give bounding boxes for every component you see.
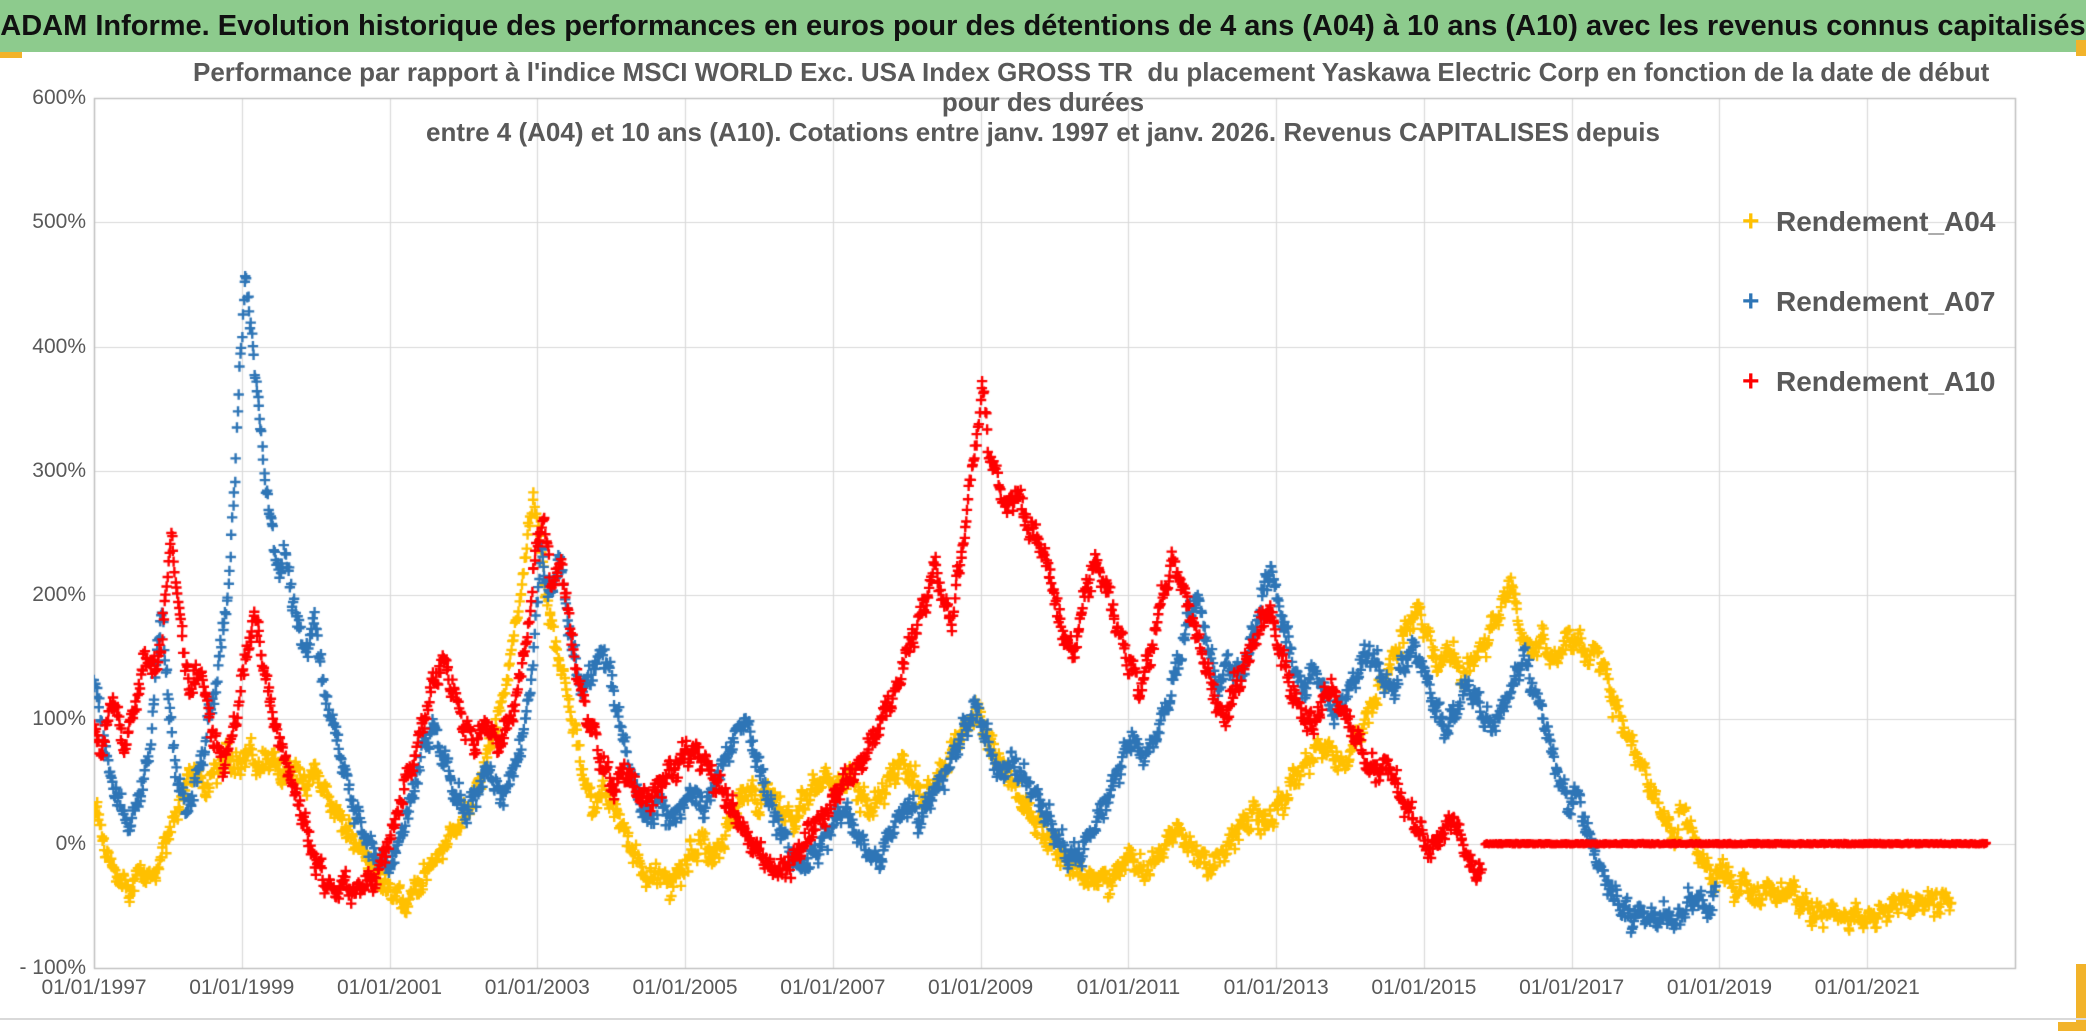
y-axis-tick-label: 200% bbox=[32, 583, 86, 607]
x-axis-tick-label: 01/01/2003 bbox=[484, 976, 590, 999]
x-axis-tick-label: 01/01/2021 bbox=[1814, 976, 1920, 999]
chart-legend: + Rendement_A04 + Rendement_A07 + Rendem… bbox=[1742, 198, 1995, 438]
x-axis-tick-label: 01/01/2005 bbox=[632, 976, 738, 999]
x-axis-tick-label: 01/01/1997 bbox=[41, 976, 147, 999]
legend-label: Rendement_A04 bbox=[1776, 206, 1996, 237]
x-axis-tick-label: 01/01/2001 bbox=[336, 976, 443, 999]
chart-title-line-1: Performance par rapport à l'indice MSCI … bbox=[193, 57, 1990, 87]
y-axis-tick-label: 300% bbox=[32, 458, 86, 482]
plus-marker-icon: + bbox=[1742, 205, 1760, 238]
y-axis-tick-label: 600% bbox=[32, 86, 86, 109]
x-axis-tick-label: 01/01/2007 bbox=[780, 976, 886, 999]
legend-item-rendement-a10: + Rendement_A10 bbox=[1742, 358, 1995, 406]
chart-title-line-2: pour des durées bbox=[941, 87, 1145, 117]
x-axis-tick-label: 01/01/2013 bbox=[1223, 976, 1329, 999]
legend-item-rendement-a04: + Rendement_A04 bbox=[1742, 198, 1995, 246]
y-axis-tick-label: 100% bbox=[32, 707, 86, 731]
chart-title-line-3: entre 4 (A04) et 10 ans (A10). Cotations… bbox=[426, 117, 1660, 147]
y-axis-tick-label: - 100% bbox=[19, 956, 86, 979]
y-axis-tick-label: 500% bbox=[32, 210, 86, 234]
legend-item-rendement-a07: + Rendement_A07 bbox=[1742, 278, 1995, 326]
x-axis-tick-label: 01/01/1999 bbox=[189, 976, 295, 999]
legend-label: Rendement_A10 bbox=[1776, 366, 1996, 397]
chart-title: Performance par rapport à l'indice MSCI … bbox=[193, 57, 1990, 147]
legend-label: Rendement_A07 bbox=[1776, 286, 1996, 317]
x-axis-tick-label: 01/01/2009 bbox=[928, 976, 1034, 999]
x-axis-tick-label: 01/01/2015 bbox=[1371, 976, 1477, 999]
plus-marker-icon: + bbox=[1742, 285, 1760, 318]
y-axis-tick-label: 400% bbox=[32, 334, 86, 358]
x-axis-tick-label: 01/01/2011 bbox=[1076, 976, 1181, 999]
x-axis-tick-label: 01/01/2019 bbox=[1666, 976, 1773, 999]
x-axis-tick-label: 01/01/2017 bbox=[1519, 976, 1625, 999]
plus-marker-icon: + bbox=[1742, 365, 1760, 398]
y-axis-tick-label: 0% bbox=[55, 831, 86, 855]
